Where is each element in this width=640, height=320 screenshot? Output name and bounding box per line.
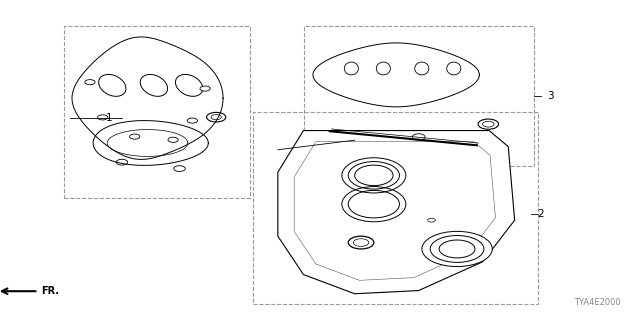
Circle shape xyxy=(353,239,369,246)
Ellipse shape xyxy=(99,75,126,96)
Ellipse shape xyxy=(344,62,358,75)
Ellipse shape xyxy=(376,62,390,75)
Circle shape xyxy=(428,218,435,222)
Circle shape xyxy=(211,115,221,120)
Polygon shape xyxy=(278,131,515,294)
Bar xyxy=(64,26,250,198)
Text: TYA4E2000: TYA4E2000 xyxy=(574,298,621,307)
Circle shape xyxy=(168,137,178,142)
Circle shape xyxy=(422,231,492,267)
Text: 3: 3 xyxy=(547,91,554,101)
Ellipse shape xyxy=(140,75,168,96)
Circle shape xyxy=(130,134,140,139)
Text: 1: 1 xyxy=(106,113,112,124)
Circle shape xyxy=(207,112,226,122)
Bar xyxy=(253,112,538,304)
Circle shape xyxy=(483,121,494,127)
Circle shape xyxy=(200,86,210,91)
Ellipse shape xyxy=(175,75,203,96)
Ellipse shape xyxy=(447,62,461,75)
Circle shape xyxy=(174,166,186,172)
Circle shape xyxy=(430,236,484,262)
Circle shape xyxy=(187,118,197,123)
Circle shape xyxy=(116,159,128,165)
Text: 2: 2 xyxy=(538,209,544,220)
Circle shape xyxy=(412,134,425,140)
Circle shape xyxy=(348,236,374,249)
Circle shape xyxy=(478,119,499,129)
Circle shape xyxy=(97,115,108,120)
Circle shape xyxy=(439,240,475,258)
Bar xyxy=(304,26,534,166)
Ellipse shape xyxy=(415,62,429,75)
Circle shape xyxy=(85,80,95,85)
Text: FR.: FR. xyxy=(42,286,60,296)
